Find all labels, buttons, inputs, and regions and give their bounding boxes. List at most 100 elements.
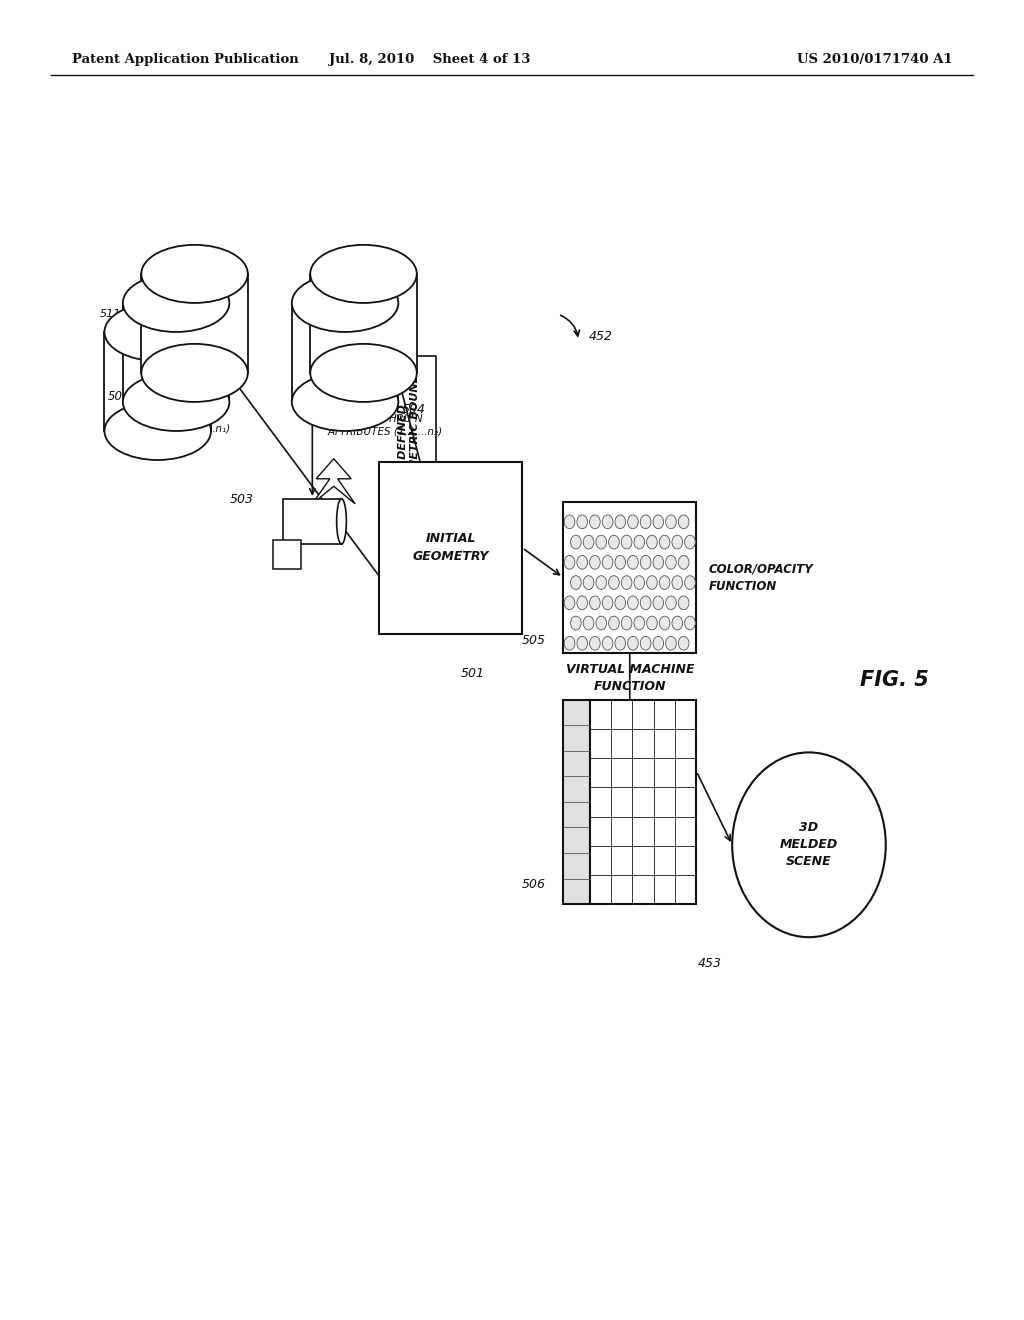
Ellipse shape [123,372,229,430]
Circle shape [640,595,651,610]
Circle shape [678,515,689,529]
Circle shape [628,515,638,529]
Circle shape [640,556,651,569]
Bar [123,304,229,401]
Circle shape [577,556,588,569]
Text: 3D
MELDED
SCENE: 3D MELDED SCENE [780,821,838,869]
Circle shape [628,556,638,569]
Text: 513: 513 [174,335,196,346]
Ellipse shape [337,499,346,544]
Circle shape [666,636,676,651]
Circle shape [678,556,689,569]
Circle shape [622,616,632,630]
Circle shape [596,535,606,549]
Circle shape [596,576,606,590]
Text: FIG. 5: FIG. 5 [860,669,929,690]
Circle shape [685,535,695,549]
Circle shape [590,515,600,529]
Circle shape [564,595,574,610]
Circle shape [602,636,613,651]
Circle shape [678,595,689,610]
Circle shape [577,595,588,610]
Bar [273,540,301,569]
Circle shape [590,595,600,610]
Circle shape [622,576,632,590]
Text: SURVEY 1
ATTRIBUTES (1,2,...n₁): SURVEY 1 ATTRIBUTES (1,2,...n₁) [116,412,230,433]
Circle shape [646,535,657,549]
Bar [104,333,211,430]
Circle shape [615,636,626,651]
Circle shape [672,535,683,549]
Circle shape [634,576,644,590]
Circle shape [672,616,683,630]
Circle shape [602,515,613,529]
Circle shape [615,515,626,529]
Circle shape [666,595,676,610]
Text: 501: 501 [108,389,130,403]
Circle shape [653,556,664,569]
Circle shape [570,535,582,549]
Ellipse shape [310,345,417,401]
Ellipse shape [104,304,211,360]
Ellipse shape [732,752,886,937]
Circle shape [608,535,620,549]
Circle shape [622,535,632,549]
Circle shape [577,515,588,529]
Circle shape [564,515,574,529]
Text: 514: 514 [338,314,359,325]
Circle shape [590,636,600,651]
Ellipse shape [104,401,211,461]
Ellipse shape [141,345,248,401]
Text: COLOR/OPACITY
FUNCTION: COLOR/OPACITY FUNCTION [709,562,813,593]
Circle shape [570,616,582,630]
Polygon shape [312,459,355,504]
Circle shape [577,636,588,651]
Circle shape [564,556,574,569]
Text: 506: 506 [522,878,546,891]
Circle shape [584,576,594,590]
Text: 501: 501 [319,392,342,405]
Text: VIRTUAL MACHINE
FUNCTION: VIRTUAL MACHINE FUNCTION [565,663,694,693]
Circle shape [653,595,664,610]
Text: US 2010/0171740 A1: US 2010/0171740 A1 [797,53,952,66]
Bar [379,462,522,634]
Text: 501: 501 [461,667,484,680]
Circle shape [615,556,626,569]
Circle shape [608,576,620,590]
Text: 504: 504 [402,403,426,416]
Bar [563,502,696,653]
Ellipse shape [292,372,398,430]
Bar [141,275,248,372]
Circle shape [640,636,651,651]
Circle shape [659,535,670,549]
Circle shape [584,535,594,549]
Bar [563,700,590,904]
Text: 453: 453 [698,957,722,970]
Ellipse shape [310,246,417,304]
Circle shape [615,595,626,610]
Text: 503: 503 [230,494,254,507]
Circle shape [628,636,638,651]
Circle shape [653,515,664,529]
Text: 452: 452 [589,330,612,343]
Text: INITIAL
GEOMETRY: INITIAL GEOMETRY [413,532,488,564]
Circle shape [596,616,606,630]
Circle shape [570,576,582,590]
Circle shape [640,515,651,529]
Circle shape [602,595,613,610]
Text: USER DEFINED
GEOMETRIC BOUNDARY: USER DEFINED GEOMETRIC BOUNDARY [398,350,420,496]
Text: 505: 505 [522,634,546,647]
Bar [292,304,398,401]
Circle shape [678,636,689,651]
Circle shape [584,616,594,630]
Circle shape [634,535,644,549]
Ellipse shape [141,246,248,304]
Circle shape [653,636,664,651]
Circle shape [634,616,644,630]
Ellipse shape [292,275,398,333]
Ellipse shape [123,275,229,333]
Circle shape [672,576,683,590]
Bar [310,275,417,372]
Circle shape [646,576,657,590]
Bar [283,499,341,544]
